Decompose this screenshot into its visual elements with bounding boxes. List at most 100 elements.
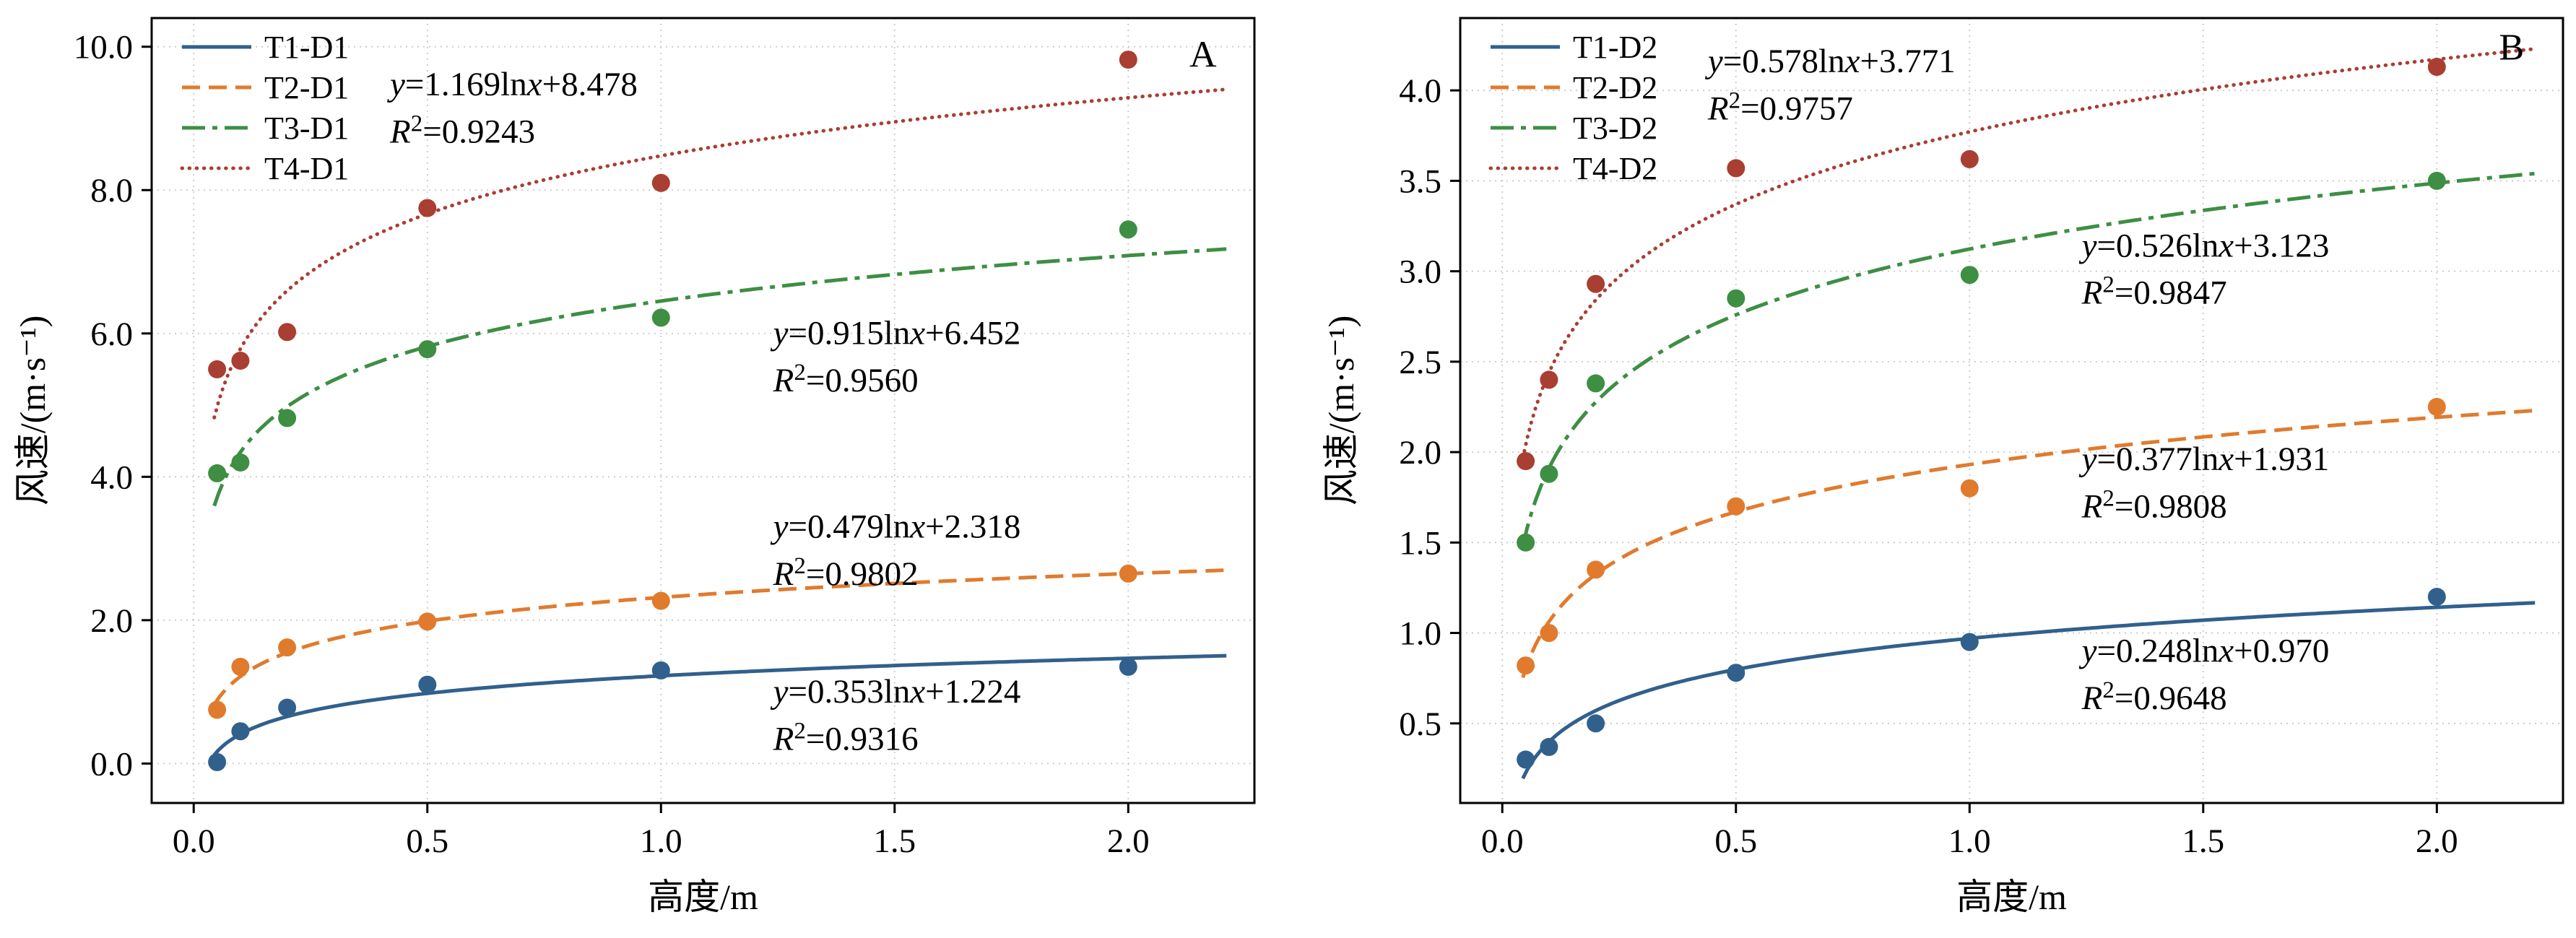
panel-b: 0.0 0.5 1.0 1.5 2.0 0.5 1.0 1.5 2.0 2.5 3.0 3.5 4.0 高… xyxy=(1309,0,2576,938)
y-tick-label: 10.0 xyxy=(74,29,133,66)
legend-label: T3-D2 xyxy=(1573,110,1657,146)
fit-curve-T3-D2 xyxy=(1521,171,2536,547)
legend-label: T4-D1 xyxy=(264,151,349,186)
y-tick-label: 8.0 xyxy=(90,172,133,209)
data-point-T3-D2 xyxy=(1727,289,1745,308)
data-point-T3-D2 xyxy=(1517,533,1535,552)
plot-frame xyxy=(150,17,1256,804)
data-point-T3-D2 xyxy=(1540,464,1558,483)
fit-equation: y=0.353lnx+1.224 xyxy=(771,673,1021,711)
data-point-T2-D2 xyxy=(1517,656,1535,675)
legend-label: T2-D1 xyxy=(264,70,349,105)
data-point-T2-D1 xyxy=(278,638,297,657)
data-point-T4-D2 xyxy=(1587,274,1605,293)
data-point-T3-D2 xyxy=(2427,171,2446,190)
r-squared: R2=0.9648 xyxy=(2081,677,2227,717)
data-point-T3-D1 xyxy=(208,464,227,482)
x-tick-label: 0.0 xyxy=(1481,822,1524,860)
data-point-T4-D1 xyxy=(278,323,297,342)
y-tick-label: 1.5 xyxy=(1399,524,1441,562)
y-axis-label: 风速/(m·s⁻¹) xyxy=(1321,316,1361,506)
data-point-T4-D1 xyxy=(231,352,250,370)
x-tick-label: 1.0 xyxy=(640,822,682,860)
data-point-T3-D1 xyxy=(231,453,250,472)
r-squared: R2=0.9560 xyxy=(773,360,919,399)
fit-curve-T4-D1 xyxy=(212,87,1228,420)
data-point-T1-D2 xyxy=(1540,737,1558,756)
fit-equation: y=1.169lnx+8.478 xyxy=(387,66,638,103)
legend-label: T4-D2 xyxy=(1573,151,1657,186)
fit-equation: y=0.526lnx+3.123 xyxy=(2079,227,2330,265)
data-point-T1-D1 xyxy=(231,722,250,741)
y-tick-label: 4.0 xyxy=(90,459,133,496)
data-point-T1-D1 xyxy=(278,698,297,717)
r-squared: R2=0.9847 xyxy=(2081,272,2227,312)
panel-b-chart: 0.0 0.5 1.0 1.5 2.0 0.5 1.0 1.5 2.0 2.5 3.0 3.5 4.0 高… xyxy=(1321,17,2564,917)
fit-curve-T3-D1 xyxy=(212,247,1227,507)
data-point-T1-D1 xyxy=(651,661,670,679)
y-tick-label: 0.5 xyxy=(1399,705,1441,743)
x-tick-label: 2.0 xyxy=(2416,822,2458,860)
data-point-T2-D1 xyxy=(418,612,437,631)
panel-letter: A xyxy=(1189,35,1217,76)
data-point-T1-D1 xyxy=(1119,657,1137,676)
y-tick-label: 0.0 xyxy=(90,745,133,783)
data-point-T2-D1 xyxy=(231,657,250,676)
r-squared: R2=0.9802 xyxy=(773,553,919,593)
data-point-T2-D2 xyxy=(1587,560,1605,579)
data-point-T1-D2 xyxy=(1587,714,1605,733)
data-point-T4-D1 xyxy=(651,173,670,192)
y-axis-label: 风速/(m·s⁻¹) xyxy=(12,316,53,506)
data-point-T4-D2 xyxy=(1960,149,1979,168)
data-point-T2-D1 xyxy=(1119,564,1137,583)
fit-equation: y=0.377lnx+1.931 xyxy=(2079,440,2330,478)
data-point-T4-D2 xyxy=(1727,159,1745,178)
x-tick-label: 0.5 xyxy=(1714,822,1757,860)
x-tick-label: 0.0 xyxy=(173,822,215,860)
data-point-T1-D2 xyxy=(1727,664,1745,682)
y-tick-label: 4.0 xyxy=(1399,72,1441,110)
y-tick-label: 1.0 xyxy=(1399,615,1441,653)
data-point-T4-D2 xyxy=(1540,370,1558,389)
r-squared: R2=0.9808 xyxy=(2081,485,2227,525)
data-point-T2-D2 xyxy=(1540,624,1558,643)
r-squared: R2=0.9316 xyxy=(773,718,919,758)
fit-equation: y=0.915lnx+6.452 xyxy=(771,315,1021,352)
legend-label: T3-D1 xyxy=(264,110,349,146)
r-squared: R2=0.9757 xyxy=(1707,87,1853,127)
y-tick-label: 3.0 xyxy=(1399,253,1441,291)
data-point-T1-D2 xyxy=(1517,750,1535,769)
data-point-T3-D2 xyxy=(1587,374,1605,393)
x-axis-label: 高度/m xyxy=(1956,877,2067,917)
x-axis-label: 高度/m xyxy=(648,877,758,917)
data-point-T1-D1 xyxy=(208,752,227,771)
legend-label: T1-D1 xyxy=(264,30,349,65)
data-point-T4-D2 xyxy=(2427,58,2446,77)
y-tick-label: 2.0 xyxy=(90,602,133,640)
r-squared: R2=0.9243 xyxy=(389,111,535,151)
data-point-T3-D2 xyxy=(1960,266,1979,285)
x-tick-label: 2.0 xyxy=(1107,822,1150,860)
data-point-T2-D2 xyxy=(1960,479,1979,498)
plot-frame xyxy=(1459,17,2564,804)
data-point-T2-D1 xyxy=(208,700,227,719)
data-point-T3-D1 xyxy=(278,409,297,427)
data-point-T4-D2 xyxy=(1517,452,1535,471)
data-point-T4-D1 xyxy=(208,360,227,378)
fit-curve-T2-D1 xyxy=(212,568,1227,706)
x-tick-label: 1.5 xyxy=(2182,822,2224,860)
fit-equation: y=0.578lnx+3.771 xyxy=(1705,43,1956,80)
panel-a-chart: 0.0 0.5 1.0 1.5 2.0 0.0 2.0 4.0 6.0 8.0 10.0 高度/m 风速… xyxy=(12,17,1256,917)
y-tick-label: 2.5 xyxy=(1399,344,1441,381)
fit-curve-T1-D1 xyxy=(212,653,1227,757)
panel-a: 0.0 0.5 1.0 1.5 2.0 0.0 2.0 4.0 6.0 8.0 10.0 高度/m 风速… xyxy=(0,0,1267,938)
data-point-T2-D1 xyxy=(651,591,670,610)
data-point-T2-D2 xyxy=(1727,497,1745,516)
fit-equation: y=0.479lnx+2.318 xyxy=(771,508,1021,546)
data-point-T3-D1 xyxy=(1119,220,1137,239)
data-point-T1-D1 xyxy=(418,675,437,694)
data-point-T3-D1 xyxy=(418,340,437,359)
y-tick-label: 3.5 xyxy=(1399,162,1441,200)
data-point-T4-D1 xyxy=(418,199,437,217)
